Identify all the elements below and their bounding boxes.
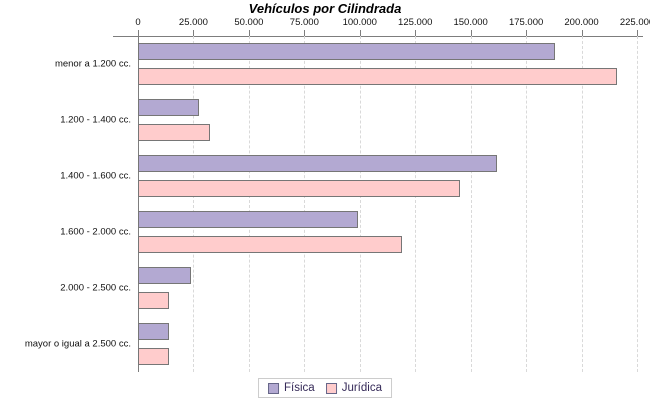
x-tick-label: 150.000	[453, 17, 488, 28]
bar-juridica	[138, 292, 170, 309]
category-label: menor a 1.200 cc.	[54, 58, 131, 70]
gridline	[581, 36, 583, 372]
legend-label: Física	[284, 382, 315, 394]
x-tick-label: 125.000	[398, 17, 433, 28]
category-label: mayor o igual a 2.500 cc.	[24, 338, 131, 350]
legend-label: Jurídica	[341, 382, 382, 394]
x-tick-label: 50.000	[234, 17, 264, 28]
x-tick-label: 200.000	[564, 17, 599, 28]
category-row: 1.400 - 1.600 cc.	[60, 148, 637, 204]
x-tick-mark	[526, 30, 528, 36]
x-tick-mark	[193, 30, 195, 36]
x-tick-label: 175.000	[508, 17, 544, 28]
bar-juridica	[138, 236, 402, 253]
x-tick-mark	[359, 30, 361, 36]
bar-fisica	[138, 211, 358, 228]
x-tick-mark	[248, 30, 250, 36]
x-tick-mark	[470, 30, 472, 36]
x-tick-label: 100.000	[342, 17, 377, 28]
category-label: 1.400 - 1.600 cc.	[60, 170, 131, 182]
x-tick-mark	[138, 30, 139, 36]
bar-juridica	[138, 348, 170, 365]
gridline	[304, 36, 306, 372]
legend-swatch-icon	[325, 382, 337, 394]
gridline	[193, 36, 195, 372]
x-tick-label: 0	[135, 17, 141, 28]
legend-swatch-icon	[268, 382, 280, 394]
bar-fisica	[138, 99, 199, 116]
x-tick-mark	[581, 30, 583, 36]
gridline	[415, 36, 417, 372]
category-row: menor a 1.200 cc.	[55, 36, 637, 92]
y-axis-line	[138, 36, 139, 372]
category-label: 1.200 - 1.400 cc.	[60, 114, 131, 126]
x-tick-label: 25.000	[178, 17, 208, 28]
x-tick-mark	[415, 30, 417, 36]
x-tick-mark	[304, 30, 306, 36]
legend-item: Jurídica	[325, 382, 382, 394]
gridline	[359, 36, 361, 372]
chart-title: Vehículos por Cilindrada	[248, 1, 402, 16]
gridline	[637, 36, 638, 372]
bar-fisica	[138, 323, 170, 340]
x-tick-mark	[637, 30, 638, 36]
category-label: 1.600 - 2.000 cc.	[60, 226, 131, 238]
bar-juridica	[138, 180, 460, 197]
legend: Física Jurídica	[258, 378, 392, 398]
legend-item: Física	[268, 382, 315, 394]
bar-juridica	[138, 124, 211, 141]
category-row: 1.600 - 2.000 cc.	[60, 204, 637, 260]
category-label: 2.000 - 2.500 cc.	[60, 282, 131, 294]
bar-juridica	[138, 68, 618, 85]
category-row: mayor o igual a 2.500 cc.	[25, 316, 637, 372]
bar-fisica	[138, 43, 555, 60]
gridline	[526, 36, 528, 372]
gridline	[470, 36, 472, 372]
plot-area: menor a 1.200 cc. 1.200 - 1.400 cc. 1.400 …	[25, 36, 638, 372]
category-row: 2.000 - 2.500 cc.	[60, 260, 637, 316]
gridline	[248, 36, 250, 372]
x-axis-line	[113, 36, 643, 37]
x-tick-label: 75.000	[289, 17, 319, 28]
bar-fisica	[138, 155, 498, 172]
x-tick-label: 225.000	[619, 17, 650, 28]
category-row: 1.200 - 1.400 cc.	[60, 92, 637, 148]
x-axis: 0 25.000 50.000 75.000 100.000 125.000 150.000…	[135, 0, 650, 36]
bar-fisica	[138, 267, 192, 284]
